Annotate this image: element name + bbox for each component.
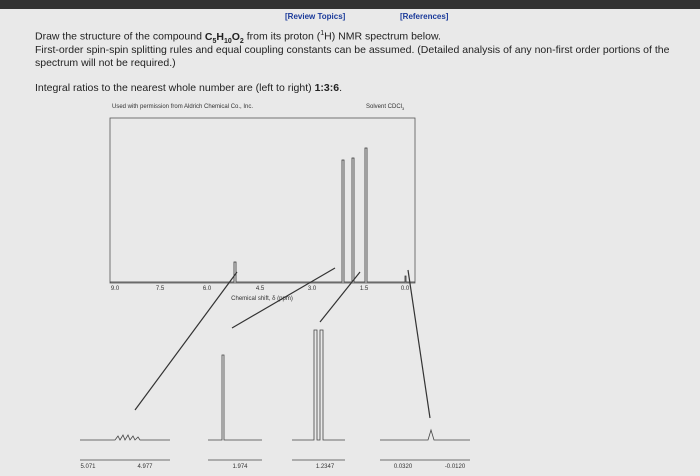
axis-tick-label: 7.5 [156, 286, 165, 292]
references-link[interactable]: [References] [400, 12, 449, 21]
text: 1:3:6 [314, 82, 340, 94]
inset-label: 0.0320 [394, 464, 413, 470]
inset-traces [80, 329, 470, 441]
text: 1 [320, 30, 325, 37]
solvent: Solvent CDCl3 [366, 104, 405, 111]
question-line: Integral ratios to the nearest whole num… [35, 82, 675, 95]
question-line: Draw the structure of the compound C5H10… [35, 27, 675, 48]
question-line: First-order spin-spin splitting rules an… [35, 44, 670, 69]
inset-label: 4.977 [137, 464, 153, 470]
axis-tick-label: 1.5 [360, 286, 369, 292]
text: Draw the structure of the compound [35, 30, 205, 43]
top-bar [0, 0, 700, 9]
text: H [216, 30, 224, 43]
axis-tick-label: 4.5 [256, 286, 265, 292]
spectrum-trace [110, 147, 415, 283]
text: 2 [239, 37, 244, 45]
text: Integral ratios to the nearest whole num… [35, 82, 315, 94]
inset-label: -0.0120 [445, 464, 466, 470]
axis-tick-label: 9.0 [111, 286, 120, 292]
axis-tick-label: 6.0 [203, 286, 212, 292]
axis-label: Chemical shift, δ (ppm) [231, 296, 293, 302]
arrows [134, 267, 431, 419]
axis-tick-label: 0.0 [401, 286, 410, 292]
text: 5 [212, 37, 217, 45]
inset-label: 5.071 [80, 464, 96, 470]
review-topics-link[interactable]: [Review Topics] [285, 12, 346, 21]
credit: Used with permission from Aldrich Chemic… [112, 104, 253, 110]
axis-tick-label: 3.0 [308, 286, 317, 292]
inset-label: 1.2347 [316, 464, 335, 470]
text: 10 [223, 37, 232, 45]
plot-frame [109, 117, 416, 284]
inset-label: 1.974 [232, 464, 248, 470]
text: C [204, 30, 213, 43]
text: . [339, 82, 342, 94]
text: from its proton ( [243, 30, 321, 43]
text: H) NMR spectrum below. [324, 30, 441, 43]
text: O [231, 30, 240, 43]
